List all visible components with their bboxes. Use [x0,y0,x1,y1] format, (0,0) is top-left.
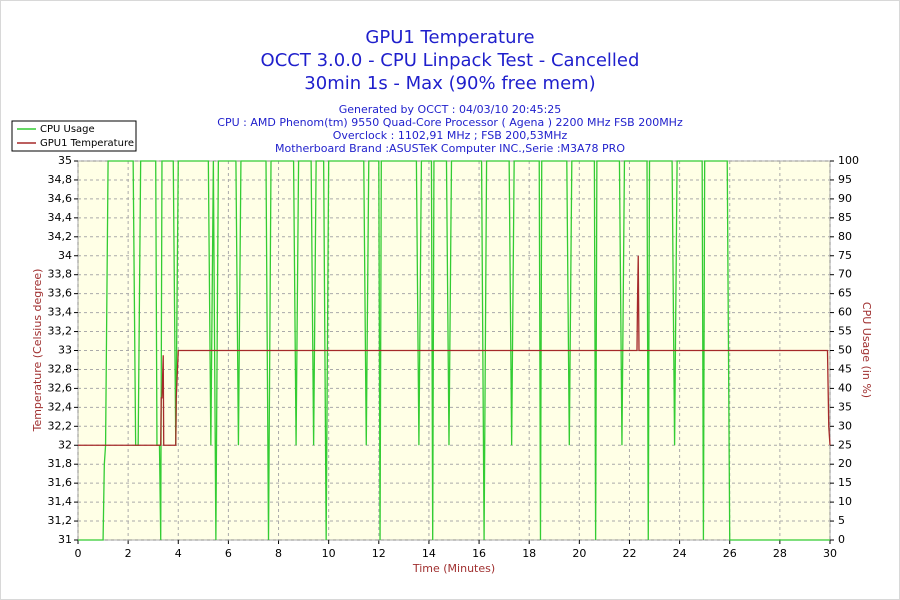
y2-axis-label: CPU Usage (in %) [860,302,873,398]
y-tick-label: 32,6 [48,381,73,394]
y2-tick-label: 80 [838,230,852,243]
y-tick-label: 32,2 [48,419,73,432]
y2-tick-label: 15 [838,476,852,489]
chart-title: OCCT 3.0.0 - CPU Linpack Test - Cancelle… [261,50,640,71]
y-axis-label: Temperature (Celsius degree) [31,269,44,433]
y2-tick-label: 60 [838,306,852,319]
y-tick-label: 32,8 [48,362,73,375]
series-line [78,255,831,446]
y2-tick-label: 20 [838,457,852,470]
x-tick-label: 8 [275,547,282,560]
y-tick-label: 34,6 [48,192,73,205]
y2-tick-label: 5 [838,514,845,527]
y-tick-label: 31,4 [48,495,73,508]
x-tick-label: 16 [472,547,486,560]
x-tick-label: 26 [723,547,737,560]
x-tick-label: 2 [125,547,132,560]
x-tick-label: 6 [225,547,232,560]
y2-tick-label: 75 [838,249,852,262]
y2-tick-label: 45 [838,362,852,375]
x-tick-label: 12 [372,547,386,560]
legend-label: GPU1 Temperature [40,138,134,149]
grid: 0 2 4 6 8 10 12 14 16 18 20 22 24 26 28 303131,231,431,… [48,154,860,560]
subtitle: Generated by OCCT : 04/03/10 20:45:25 [339,103,562,116]
legend-label: CPU Usage [40,124,95,135]
y-tick-label: 35 [58,154,72,167]
legend: CPU Usage GPU1 Temperature [11,120,137,152]
y2-tick-label: 30 [838,419,852,432]
x-tick-label: 4 [175,547,182,560]
y-tick-label: 32 [58,438,72,451]
y-tick-label: 33,4 [48,306,73,319]
y-tick-label: 34,4 [48,211,73,224]
y2-tick-label: 10 [838,495,852,508]
y2-tick-label: 55 [838,325,852,338]
y2-tick-label: 0 [838,533,845,546]
x-tick-label: 18 [522,547,536,560]
x-tick-label: 30 [823,547,837,560]
x-axis-label: Time (Minutes) [412,562,495,575]
subtitle: CPU : AMD Phenom(tm) 9550 Quad-Core Proc… [217,116,683,129]
y-tick-label: 34,8 [48,173,73,186]
y2-tick-label: 85 [838,211,852,224]
x-tick-label: 14 [422,547,436,560]
y-tick-label: 33,8 [48,268,73,281]
y2-tick-label: 50 [838,344,852,357]
y-tick-label: 33,2 [48,325,73,338]
y2-tick-label: 35 [838,400,852,413]
x-tick-label: 28 [773,547,787,560]
y2-tick-label: 100 [838,154,859,167]
y-tick-label: 34,2 [48,230,73,243]
subtitle: Overclock : 1102,91 MHz ; FSB 200,53MHz [333,129,568,142]
y-tick-label: 33 [58,344,72,357]
x-tick-label: 22 [622,547,636,560]
y-tick-label: 34 [58,249,72,262]
chart-title: 30min 1s - Max (90% free mem) [304,73,595,94]
y2-tick-label: 90 [838,192,852,205]
y2-tick-label: 65 [838,287,852,300]
chart-title: GPU1 Temperature [365,27,534,48]
y-tick-label: 31,2 [48,514,73,527]
y-tick-label: 31 [58,533,72,546]
lines [78,160,831,541]
y2-tick-label: 70 [838,268,852,281]
y-tick-label: 31,6 [48,476,73,489]
y-tick-label: 33,6 [48,287,73,300]
legend-box [11,120,137,152]
x-tick-label: 10 [322,547,336,560]
y2-tick-label: 95 [838,173,852,186]
y2-tick-label: 40 [838,381,852,394]
y-tick-label: 31,8 [48,457,73,470]
x-tick-label: 20 [572,547,586,560]
x-tick-label: 0 [75,547,82,560]
y-tick-label: 32,4 [48,400,73,413]
subtitle: Motherboard Brand :ASUSTeK Computer INC.… [275,142,625,155]
x-tick-label: 24 [673,547,687,560]
y2-tick-label: 25 [838,438,852,451]
